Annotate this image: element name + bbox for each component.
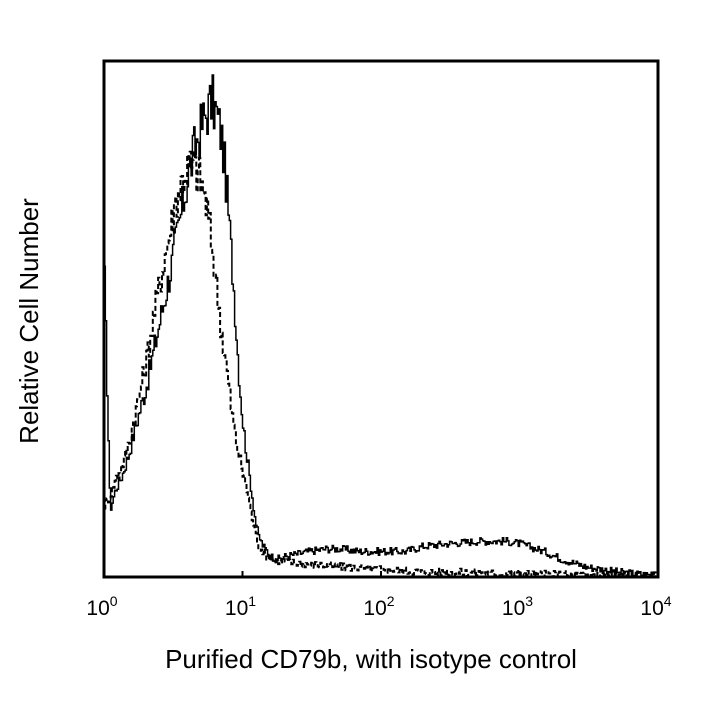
plot-frame [102,59,660,579]
x-tick-label: 102 [363,593,394,620]
series-purified-cd79b [104,74,659,578]
x-tick-label: 104 [640,593,671,620]
x-tick-exponent: 2 [387,593,395,609]
x-tick-label: 101 [225,593,256,620]
x-tick-exponent: 0 [110,593,118,609]
x-tick-exponent: 1 [248,593,256,609]
x-ticks: 100 101 102 103 104 [86,571,672,620]
x-tick-base: 10 [363,597,386,620]
y-axis-title: Relative Cell Number [14,198,44,444]
x-tick-exponent: 4 [664,593,672,609]
x-tick-label: 100 [86,593,117,620]
series-layer [104,74,659,578]
x-tick-base: 10 [502,597,525,620]
x-axis-title: Purified CD79b, with isotype control [165,644,577,674]
x-tick-exponent: 3 [525,593,533,609]
x-tick-base: 10 [640,597,663,620]
series-isotype-control [104,150,659,578]
x-tick-base: 10 [86,597,109,620]
x-tick-base: 10 [225,597,248,620]
x-tick-label: 103 [502,593,533,620]
